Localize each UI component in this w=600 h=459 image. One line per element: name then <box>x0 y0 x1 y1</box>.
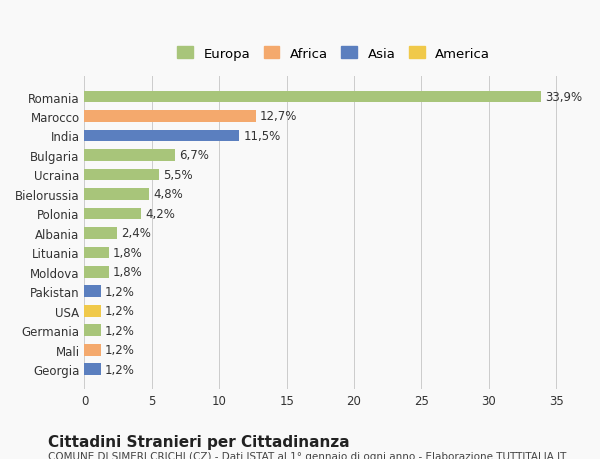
Text: 4,2%: 4,2% <box>145 207 175 220</box>
Text: 1,2%: 1,2% <box>104 305 134 318</box>
Text: 1,2%: 1,2% <box>104 324 134 337</box>
Text: 5,5%: 5,5% <box>163 168 192 182</box>
Text: 11,5%: 11,5% <box>244 130 281 143</box>
Text: 4,8%: 4,8% <box>153 188 183 201</box>
Bar <box>85 150 175 162</box>
Text: 6,7%: 6,7% <box>179 149 209 162</box>
Text: 1,2%: 1,2% <box>104 363 134 376</box>
Bar <box>85 208 141 220</box>
Text: 1,8%: 1,8% <box>113 246 143 259</box>
Text: 12,7%: 12,7% <box>260 110 297 123</box>
Text: 33,9%: 33,9% <box>545 91 583 104</box>
Bar <box>85 130 239 142</box>
Bar <box>85 111 256 123</box>
Bar <box>85 189 149 200</box>
Bar <box>85 364 101 375</box>
Bar <box>85 286 101 297</box>
Legend: Europa, Africa, Asia, America: Europa, Africa, Asia, America <box>173 43 494 65</box>
Bar <box>85 228 117 239</box>
Text: 1,8%: 1,8% <box>113 266 143 279</box>
Bar <box>85 305 101 317</box>
Bar <box>85 91 541 103</box>
Bar <box>85 325 101 336</box>
Text: 1,2%: 1,2% <box>104 285 134 298</box>
Bar <box>85 344 101 356</box>
Text: 1,2%: 1,2% <box>104 343 134 357</box>
Bar <box>85 169 158 181</box>
Bar <box>85 266 109 278</box>
Text: Cittadini Stranieri per Cittadinanza: Cittadini Stranieri per Cittadinanza <box>48 434 350 449</box>
Text: 2,4%: 2,4% <box>121 227 151 240</box>
Bar <box>85 247 109 259</box>
Text: COMUNE DI SIMERI CRICHI (CZ) - Dati ISTAT al 1° gennaio di ogni anno - Elaborazi: COMUNE DI SIMERI CRICHI (CZ) - Dati ISTA… <box>48 451 566 459</box>
